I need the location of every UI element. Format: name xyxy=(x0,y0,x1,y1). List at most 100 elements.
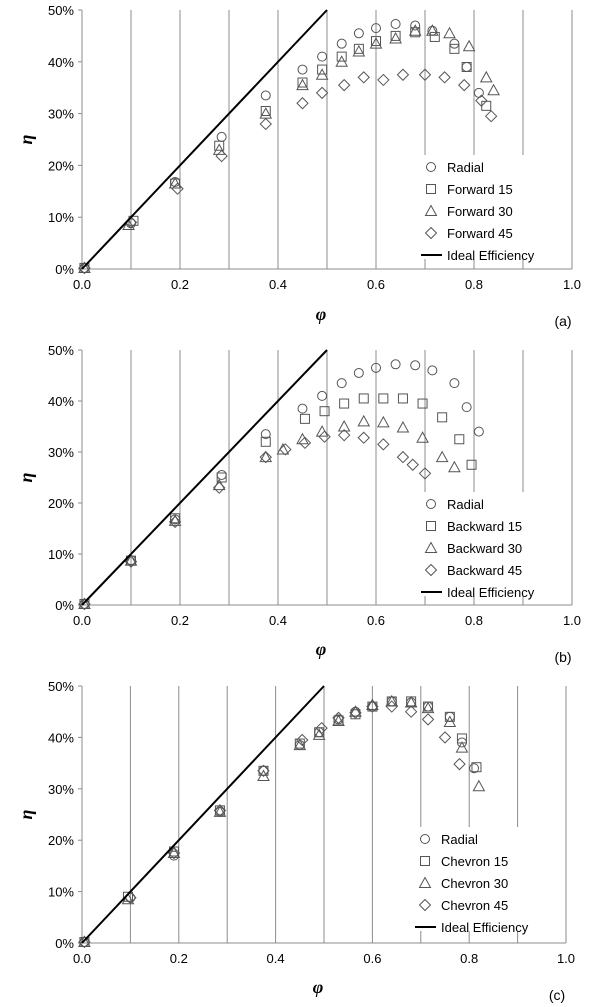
x-tick-label: 1.0 xyxy=(563,613,581,628)
x-tick-label: 1.0 xyxy=(557,951,575,966)
data-point xyxy=(371,362,381,373)
data-point xyxy=(315,68,329,80)
x-tick-label: 0.4 xyxy=(267,951,285,966)
data-point xyxy=(296,733,309,747)
data-point xyxy=(484,109,498,123)
data-point xyxy=(352,44,366,57)
y-tick-label: 30% xyxy=(48,782,74,797)
data-point xyxy=(78,261,91,275)
data-point xyxy=(366,700,379,713)
panel-label: (b) xyxy=(554,649,571,665)
data-point xyxy=(257,764,270,778)
x-tick-label: 1.0 xyxy=(563,277,581,292)
data-point xyxy=(335,55,349,67)
series-ideal-efficiency xyxy=(81,9,328,270)
data-point xyxy=(259,107,273,119)
data-point xyxy=(455,741,469,753)
legend-label: Ideal Efficiency xyxy=(447,585,535,600)
data-point xyxy=(454,434,465,445)
data-point xyxy=(426,24,439,36)
data-point xyxy=(404,705,418,718)
y-tick-label: 10% xyxy=(48,885,74,900)
legend-marker-icon xyxy=(426,184,436,194)
data-point xyxy=(385,700,398,713)
data-point xyxy=(443,26,456,39)
data-point xyxy=(258,765,269,776)
data-point xyxy=(469,763,480,774)
data-point xyxy=(122,218,135,230)
legend-marker-icon xyxy=(418,898,432,912)
legend-label: Backward 15 xyxy=(447,519,522,534)
data-point xyxy=(471,762,482,773)
chart-panel-2: 0% 10% 20% 30% 40% 50% 0.0 0.2 0.4 0.6 0.8 1.0 φ η (b)… xyxy=(16,343,581,665)
data-point xyxy=(437,412,448,423)
data-point xyxy=(260,429,271,440)
legend-label: Radial xyxy=(447,497,484,512)
legend-marker-icon xyxy=(426,521,436,531)
x-tick-label: 0.4 xyxy=(269,277,287,292)
data-point xyxy=(371,23,381,34)
y-tick-label: 50% xyxy=(48,3,74,18)
data-point xyxy=(212,478,226,491)
ideal-efficiency-line xyxy=(81,9,328,270)
data-point xyxy=(390,30,401,41)
y-tick-label: 40% xyxy=(48,730,74,745)
legend-marker-icon xyxy=(426,162,436,172)
x-tick-label: 0.2 xyxy=(170,951,188,966)
data-point xyxy=(260,106,271,117)
panel-label: (a) xyxy=(554,313,571,329)
data-point xyxy=(259,450,273,463)
legend-label: Chevron 45 xyxy=(441,898,508,913)
data-point xyxy=(317,51,328,62)
data-point xyxy=(438,71,451,84)
data-point xyxy=(418,467,432,480)
data-point xyxy=(377,438,390,451)
data-point xyxy=(453,757,466,771)
data-point xyxy=(377,415,390,428)
data-point xyxy=(473,426,484,437)
y-tick-label: 0% xyxy=(55,262,74,277)
x-axis-title: φ xyxy=(313,977,324,997)
series-ideal-efficiency xyxy=(81,685,325,944)
data-point xyxy=(216,131,227,142)
data-point xyxy=(312,728,326,740)
data-point xyxy=(404,695,418,708)
data-point xyxy=(421,713,435,726)
data-point xyxy=(358,393,369,404)
data-point xyxy=(371,36,381,47)
legend-marker-icon xyxy=(420,834,430,844)
x-axis-title: φ xyxy=(316,639,327,659)
x-tick-label: 0.2 xyxy=(171,277,189,292)
data-point xyxy=(297,403,308,414)
y-tick-label: 30% xyxy=(48,107,74,122)
y-axis-title: η xyxy=(16,472,36,482)
series-forward-45 xyxy=(78,68,498,275)
y-tick-label: 50% xyxy=(48,343,74,358)
data-point xyxy=(449,43,460,54)
data-point xyxy=(257,769,270,781)
legend-background xyxy=(416,155,566,259)
legend-label: Backward 30 xyxy=(447,541,522,556)
x-axis-title: φ xyxy=(316,304,327,324)
data-point xyxy=(78,597,91,609)
data-point xyxy=(78,597,91,611)
legend-marker-icon xyxy=(424,204,438,216)
data-point xyxy=(167,846,181,859)
legend-marker-icon xyxy=(424,226,438,240)
data-point xyxy=(408,24,422,36)
data-point xyxy=(168,514,182,526)
x-tick-label: 0.0 xyxy=(73,613,91,628)
y-tick-label: 40% xyxy=(48,394,74,409)
data-point xyxy=(357,431,370,444)
data-point xyxy=(449,38,460,49)
y-tick-label: 40% xyxy=(48,55,74,70)
legend-label: Ideal Efficiency xyxy=(447,248,535,263)
data-point xyxy=(466,459,477,470)
data-point xyxy=(421,701,435,714)
x-tick-label: 0.2 xyxy=(171,613,189,628)
data-point xyxy=(336,38,347,49)
legend: Radial Backward 15 Backward 30 Backward 45 I… xyxy=(416,492,566,600)
data-point xyxy=(461,61,472,72)
data-point xyxy=(366,698,379,711)
